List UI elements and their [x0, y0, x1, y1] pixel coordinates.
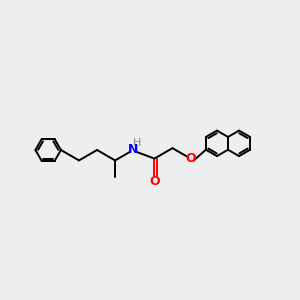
Text: O: O	[185, 152, 196, 165]
Text: O: O	[149, 175, 160, 188]
Text: N: N	[128, 143, 138, 157]
Text: H: H	[133, 138, 141, 148]
